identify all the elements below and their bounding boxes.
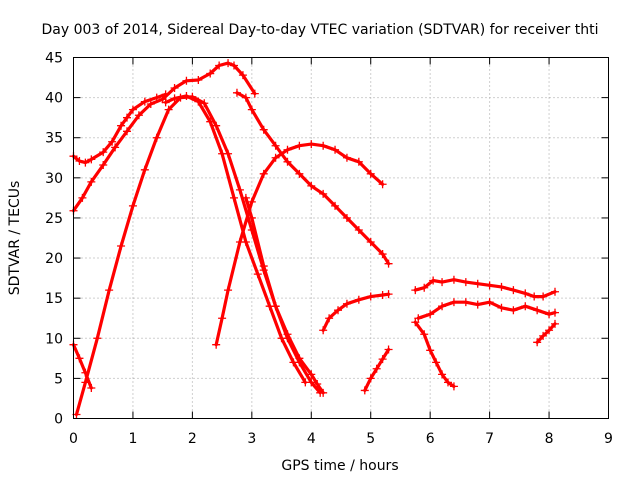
series-track-8 [241,193,328,397]
series-markers-track-2 [69,59,259,215]
x-tick-label: 0 [69,431,78,447]
series-line-track-5 [164,94,307,384]
y-axis-title: SDTVAR / TECUs [7,181,23,296]
x-tick-label: 3 [247,431,256,447]
series-markers-track-13 [411,318,458,391]
y-tick-label: 30 [45,171,63,187]
series-markers-track-14 [533,319,559,347]
y-tick-label: 25 [45,211,63,227]
y-tick-label: 10 [45,331,63,347]
series-track-5 [161,92,310,387]
series-track-12 [414,298,559,323]
series-line-track-8 [244,196,325,395]
x-tick-label: 4 [307,431,316,447]
series-line-track-4 [74,95,322,417]
series-track-2 [69,59,259,215]
series-track-9 [319,290,393,335]
x-tick-label: 2 [188,431,197,447]
x-tick-label: 6 [426,431,435,447]
series-markers-track-7 [232,88,393,268]
series-line-track-6 [214,142,385,347]
x-axis-title: GPS time / hours [281,458,398,474]
chart-title: Day 003 of 2014, Sidereal Day-to-day VTE… [42,22,599,38]
series-line-track-3 [71,343,93,390]
series-markers-track-5 [161,92,310,387]
x-tick-label: 1 [128,431,137,447]
series-markers-track-10 [360,345,393,395]
series-markers-track-8 [241,193,328,397]
y-tick-label: 40 [45,91,63,107]
y-tick-label: 35 [45,131,63,147]
series-markers-track-11 [411,275,559,301]
series-markers-track-6 [212,140,387,349]
y-tick-label: 15 [45,291,63,307]
x-tick-label: 9 [604,431,613,447]
y-tick-label: 20 [45,251,63,267]
data-series-layer [69,59,559,419]
series-track-11 [411,275,559,301]
series-markers-track-9 [319,290,393,335]
series-track-6 [212,140,387,349]
grid-lines [73,57,609,419]
x-tick-label: 7 [485,431,494,447]
y-tick-label: 45 [45,51,63,67]
y-tick-label: 0 [54,412,63,428]
series-track-10 [360,345,393,395]
axis-ticks [73,57,609,419]
series-track-14 [533,319,559,347]
series-line-track-14 [535,322,557,344]
y-tick-label: 5 [54,371,63,387]
x-tick-label: 5 [366,431,375,447]
series-line-track-13 [413,320,456,388]
series-track-7 [232,88,393,268]
x-tick-label: 8 [545,431,554,447]
series-markers-track-12 [414,298,559,323]
series-track-13 [411,318,458,391]
series-line-track-2 [71,61,257,213]
plot-frame [73,57,609,419]
